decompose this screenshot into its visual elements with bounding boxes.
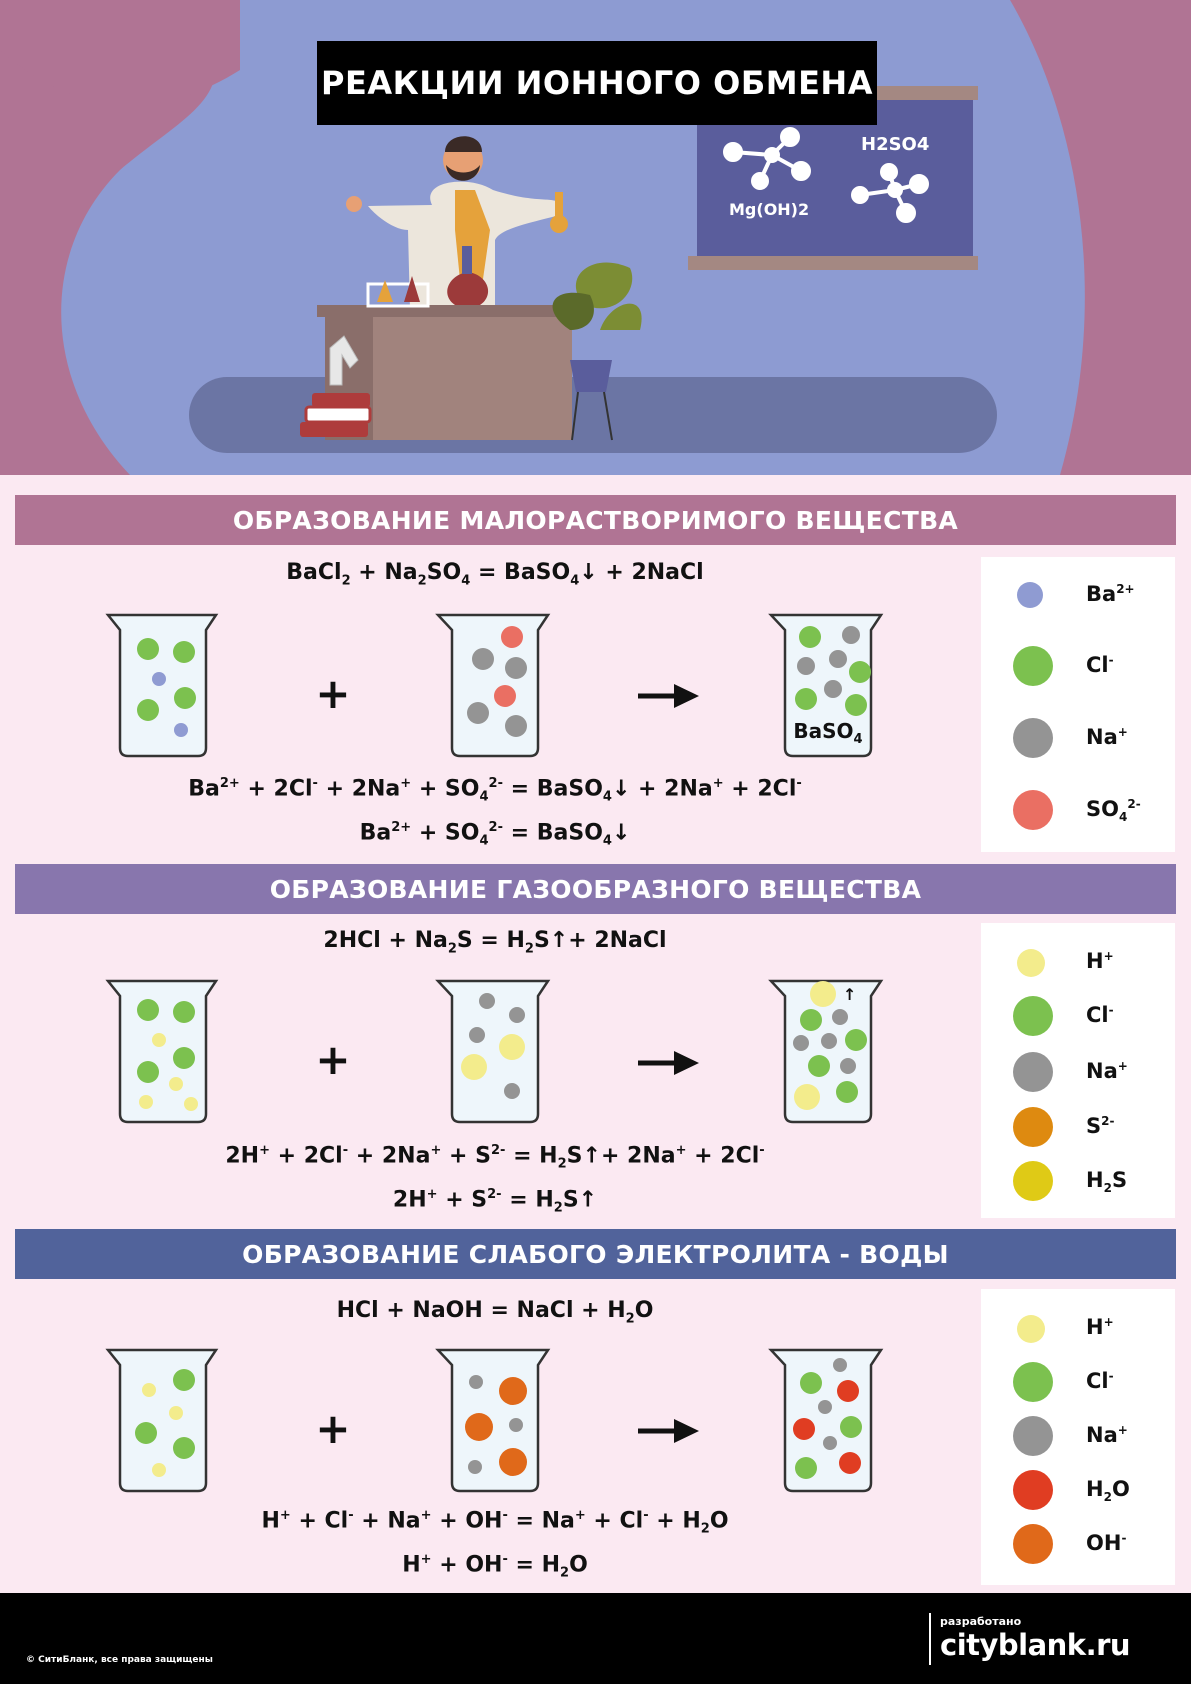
ion-na [467,702,489,724]
equation-water-full-ionic: H+ + Cl- + Na+ + OH- = Na+ + Cl- + H2O [261,1508,729,1537]
legend-item: Na+ [981,713,1175,763]
scientist-figure [346,136,568,310]
gas-arrow-icon: ↑ [549,928,569,953]
ion-dot-icon [1013,996,1053,1036]
beaker-product [768,1348,884,1493]
board-label-right: H2SO4 [861,134,929,155]
legend-item: Na+ [981,1047,1175,1097]
beaker-reactant-2 [435,1348,551,1493]
section-heading-water: ОБРАЗОВАНИЕ СЛАБОГО ЭЛЕКТРОЛИТА - ВОДЫ [15,1229,1176,1279]
developed-by-label: разработано [940,1615,1022,1628]
beaker-reactant-2 [435,979,551,1124]
legend-item: Cl- [981,641,1175,691]
ion-ba [152,672,166,686]
beaker-reactant-1 [105,979,219,1124]
legend-item: H2S [981,1156,1175,1206]
copyright-notice: © СитиБланк, все права защищены [26,1655,213,1665]
hero-banner: Mg(OH)2 H2SO4 [0,0,1191,475]
equation-water-short-ionic: H+ + OH- = H2O [402,1552,588,1581]
plus-sign: + [315,669,350,718]
equation-gas-short-ionic: 2H+ + S2- = H2S↑ [392,1187,598,1216]
equation-gas-molecular: 2HCl + Na2S = H2S↑+ 2NaCl [323,928,667,957]
ion-cl [173,641,195,663]
legend-item: H+ [981,937,1175,987]
legend-item: H+ [981,1303,1175,1353]
ion-dot-icon [1017,582,1043,608]
ion-na [505,715,527,737]
reaction-visual-water: + [105,1348,884,1493]
books-stack [300,335,372,437]
beaker-reactant-1 [105,613,219,758]
plant [552,262,642,441]
legend-item: OH- [981,1519,1175,1569]
legend-item: Cl- [981,1357,1175,1407]
legend-item: Ba2+ [981,570,1175,620]
section-heading-gas: ОБРАЗОВАНИЕ ГАЗООБРАЗНОГО ВЕЩЕСТВА [15,864,1176,914]
footer: © СитиБланк, все права защищены разработ… [0,1593,1191,1684]
ion-dot-icon [1013,1362,1053,1402]
ion-dot-icon [1013,1416,1053,1456]
beaker-product: BaSO4 [768,613,884,758]
molecule-right-icon [851,163,929,223]
ion-na [505,657,527,679]
ion-dot-icon [1013,1052,1053,1092]
ion-dot-icon [1013,1524,1053,1564]
ion-dot-icon [1013,646,1053,686]
legend-water: H+ Cl- Na+ H2O OH- [981,1289,1175,1585]
footer-divider [929,1613,931,1665]
ion-dot-icon [1013,718,1053,758]
reaction-visual-precipitate: + BaSO4 [105,613,884,758]
molecule-left-icon [723,127,811,190]
ion-cl [174,687,196,709]
ion-so4 [494,685,516,707]
ion-dot-icon [1013,1107,1053,1147]
equation-gas-full-ionic: 2H+ + 2Cl- + 2Na+ + S2- = H2S↑+ 2Na+ + 2… [225,1143,765,1172]
ion-dot-icon [1013,790,1053,830]
ion-cl [137,638,159,660]
beaker-reactant-2 [435,613,551,758]
reaction-arrow-icon [638,1419,699,1443]
plus-sign: + [315,1035,350,1084]
precipitate-arrow-icon: ↓ [579,560,598,585]
section-heading-precipitate: ОБРАЗОВАНИЕ МАЛОРАСТВОРИМОГО ВЕЩЕСТВА [15,495,1176,545]
legend-precipitate: Ba2+ Cl- Na+ SO42- [981,557,1175,852]
reaction-arrow-icon [638,684,699,708]
ion-dot-icon [1017,1315,1045,1343]
equation-water-molecular: HCl + NaOH = NaCl + H2O [336,1298,654,1327]
gas-arrow-icon: ↑ [843,985,856,1004]
equation-precipitate-molecular: BaCl2 + Na2SO4 = BaSO4↓ + 2NaCl [286,560,704,589]
page-title: РЕАКЦИИ ИОННОГО ОБМЕНА [317,41,877,125]
background-corner-shape [0,0,240,106]
legend-item: H2O [981,1465,1175,1515]
beaker-product: ↑ [768,979,884,1124]
legend-item: SO42- [981,785,1175,835]
board-label-left: Mg(OH)2 [729,200,809,219]
ion-ba [174,723,188,737]
reaction-visual-gas: + ↑ [105,979,884,1124]
legend-item: S2- [981,1102,1175,1152]
beaker-reactant-1 [105,1348,219,1493]
ion-so4 [501,626,523,648]
ion-cl [137,699,159,721]
precipitate-label: BaSO4 [793,719,862,747]
equation-precipitate-short-ionic: Ba2+ + SO42- = BaSO4↓ [359,820,631,849]
brand-link[interactable]: cityblank.ru [940,1628,1131,1662]
legend-gas: H+ Cl- Na+ S2- H2S [981,923,1175,1218]
ion-na [472,648,494,670]
reaction-arrow-icon [638,1051,699,1075]
plus-sign: + [315,1404,350,1453]
ion-dot-icon [1013,1161,1053,1201]
legend-item: Cl- [981,991,1175,1041]
ion-dot-icon [1013,1470,1053,1510]
equation-precipitate-full-ionic: Ba2+ + 2Cl- + 2Na+ + SO42- = BaSO4↓ + 2N… [188,776,802,805]
ion-dot-icon [1017,949,1045,977]
legend-item: Na+ [981,1411,1175,1461]
